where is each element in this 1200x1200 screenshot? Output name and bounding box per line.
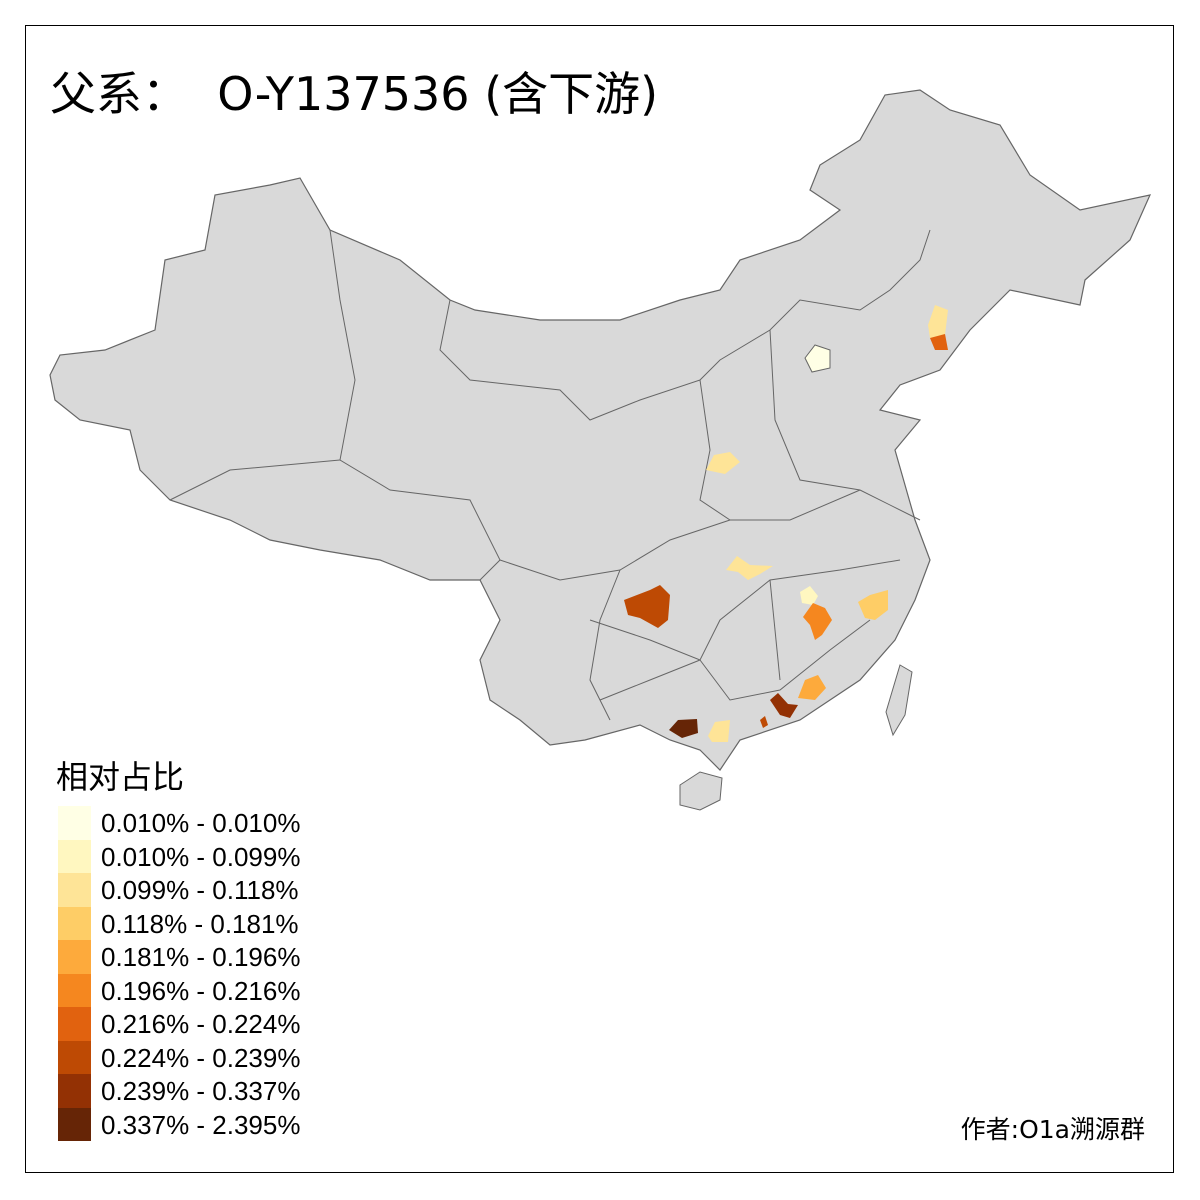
legend-label: 0.099% - 0.118% [101, 875, 299, 905]
region-liaoning-north[interactable] [928, 305, 948, 338]
region-jiangxi[interactable] [803, 603, 832, 640]
region-guangxi-south[interactable] [669, 719, 698, 738]
legend-item: 0.239% - 0.337% [58, 1074, 358, 1108]
legend-swatch [58, 1040, 91, 1074]
province-borders [169, 229, 931, 721]
legend-item: 0.337% - 2.395% [58, 1107, 358, 1141]
legend-swatch [58, 1007, 91, 1041]
legend-swatch [58, 906, 91, 940]
legend-item: 0.224% - 0.239% [58, 1040, 358, 1074]
legend-item: 0.181% - 0.196% [58, 940, 358, 974]
legend-label: 0.010% - 0.010% [101, 808, 301, 838]
legend-swatch [58, 839, 91, 873]
china-mainland[interactable] [49, 89, 1152, 771]
legend-swatch [58, 973, 91, 1007]
legend-swatch [58, 873, 91, 907]
legend-item: 0.099% - 0.118% [58, 873, 358, 907]
legend-label: 0.216% - 0.224% [101, 1009, 301, 1039]
legend-item: 0.010% - 0.010% [58, 806, 358, 840]
region-fujian[interactable] [858, 590, 888, 620]
taiwan-island[interactable] [885, 664, 913, 737]
region-guangdong-west[interactable] [760, 716, 768, 728]
legend-label: 0.118% - 0.181% [101, 908, 299, 939]
legend-label: 0.337% - 2.395% [101, 1109, 301, 1140]
region-beijing[interactable] [804, 344, 831, 373]
author-credit: 作者:O1a溯源群 [960, 1115, 1145, 1144]
hainan-island[interactable] [679, 771, 723, 811]
legend-item: 0.010% - 0.099% [58, 839, 358, 873]
region-jiangxi-north[interactable] [800, 586, 818, 605]
region-guangxi-east[interactable] [708, 720, 730, 742]
legend-label: 0.239% - 0.337% [101, 1076, 301, 1106]
map-title: 父系： O-Y137536 (含下游) [50, 67, 659, 121]
legend-label: 0.196% - 0.216% [101, 975, 301, 1006]
legend-label: 0.181% - 0.196% [101, 942, 301, 972]
legend-item: 0.196% - 0.216% [58, 973, 358, 1007]
region-guangdong-east[interactable] [798, 675, 826, 700]
region-henan[interactable] [706, 452, 740, 474]
region-guangdong-central[interactable] [770, 693, 798, 718]
legend-swatch [58, 1107, 91, 1141]
legend-item: 0.118% - 0.181% [58, 906, 358, 940]
legend-item: 0.216% - 0.224% [58, 1007, 358, 1041]
region-hubei[interactable] [726, 556, 773, 580]
legend-swatch [58, 806, 91, 840]
region-liaoning-south[interactable] [930, 334, 948, 350]
legend-label: 0.224% - 0.239% [101, 1042, 301, 1073]
region-guizhou[interactable] [624, 585, 670, 628]
legend-swatch [58, 1074, 91, 1108]
legend-title: 相对占比 [56, 758, 185, 796]
highlighted-regions [624, 305, 948, 742]
legend-swatch [58, 940, 91, 974]
map-frame [25, 25, 1174, 1173]
legend-label: 0.010% - 0.099% [101, 841, 301, 872]
